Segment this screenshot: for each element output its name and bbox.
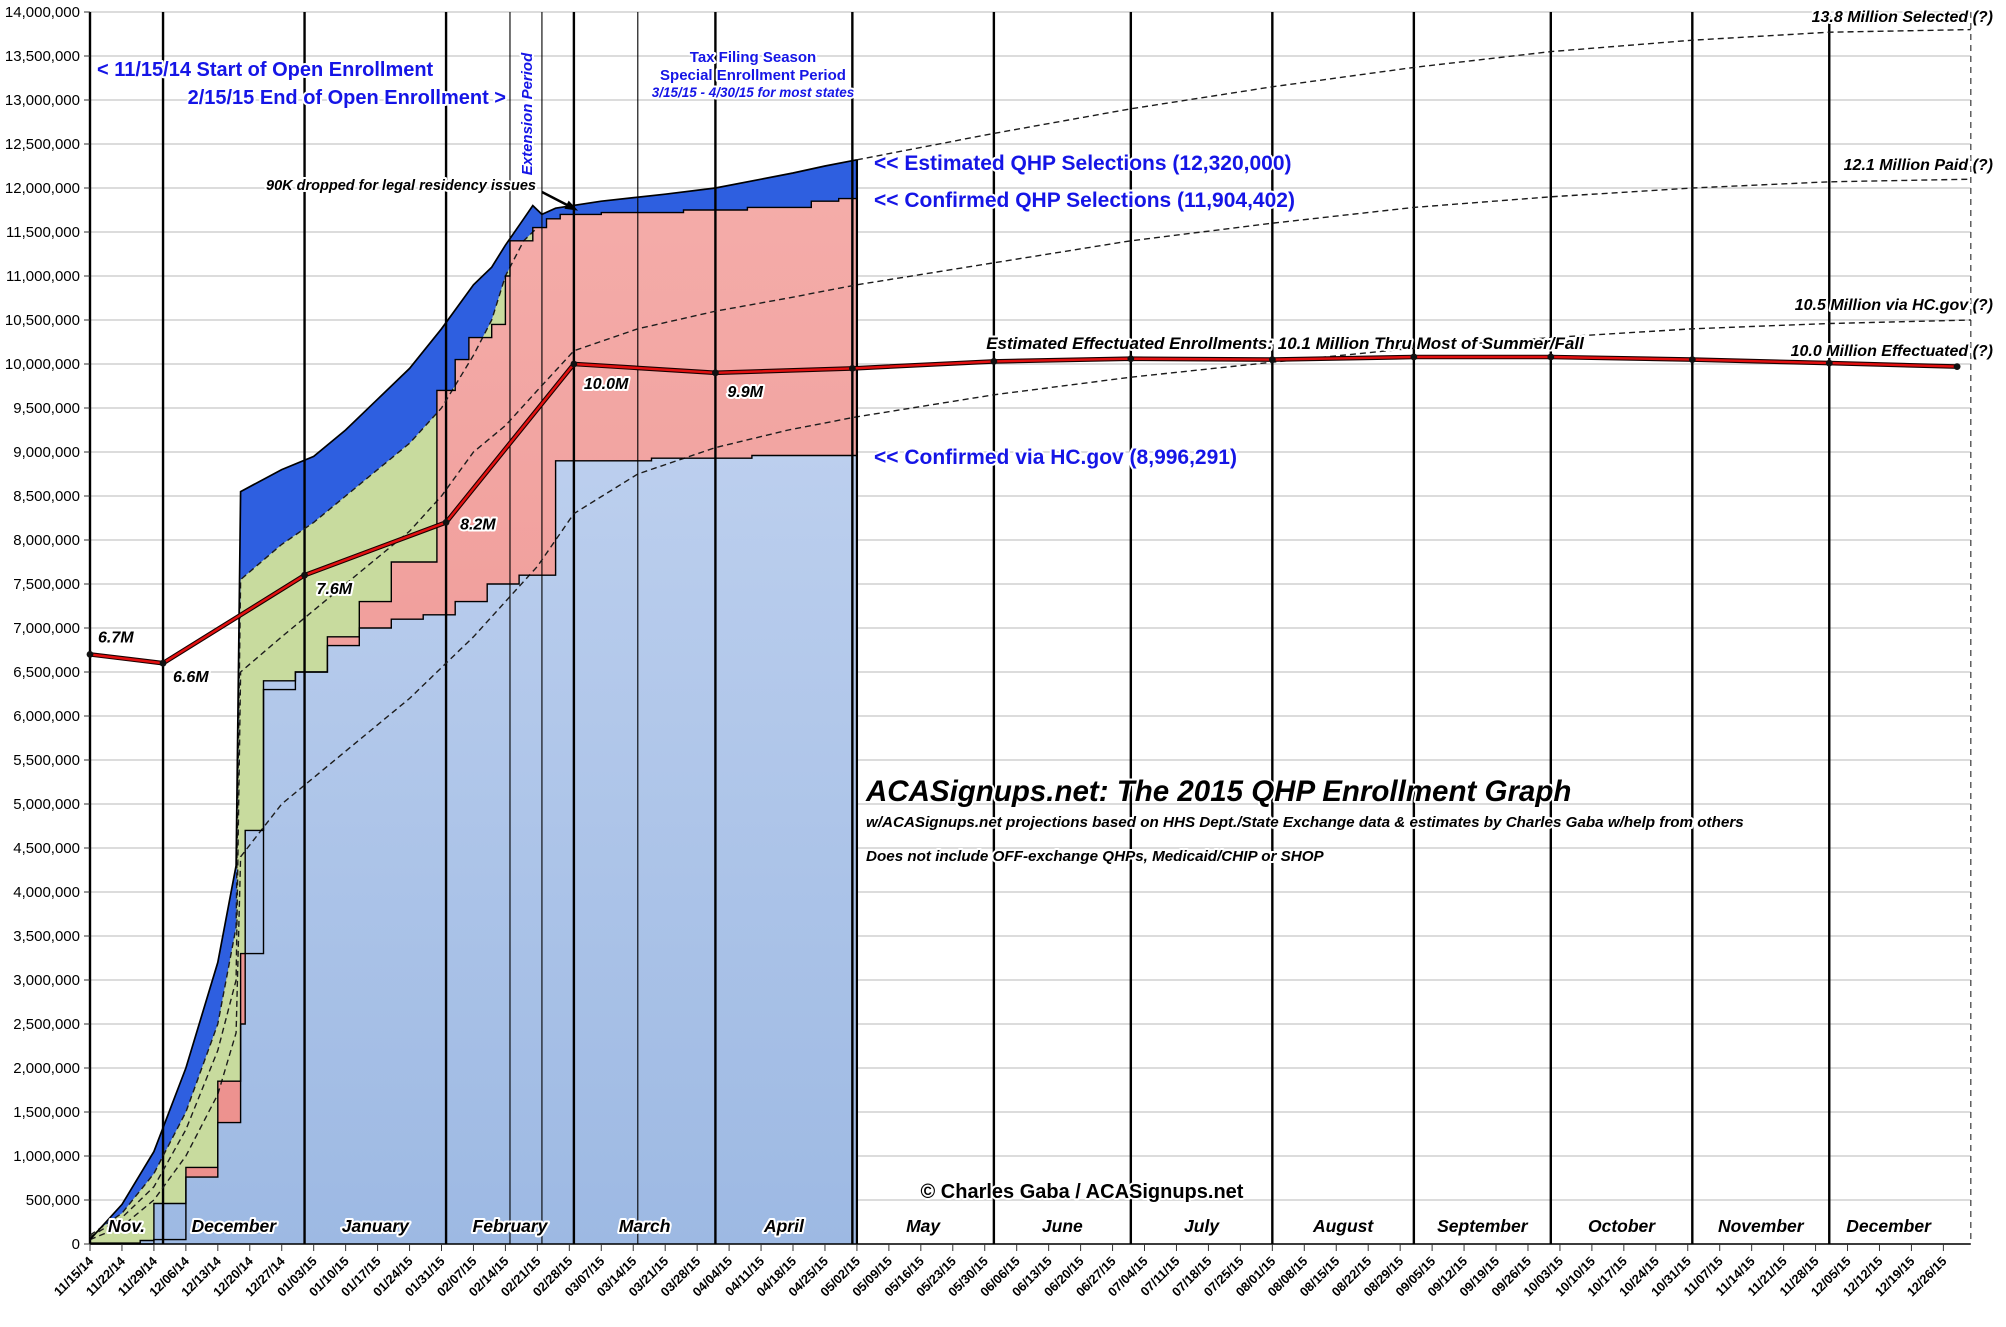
effectuated-line bbox=[86, 353, 1961, 667]
effectuated-callout: Estimated Effectuated Enrollments: 10.1 … bbox=[986, 334, 1585, 353]
effectuated-marker bbox=[1688, 356, 1696, 363]
effectuated-marker bbox=[712, 369, 719, 377]
effectuated-value-label: 10.0M bbox=[584, 376, 629, 393]
y-tick-label: 7,500,000 bbox=[13, 576, 80, 593]
tax-season-line2: Special Enrollment Period bbox=[660, 67, 846, 84]
y-tick-label: 2,500,000 bbox=[13, 1016, 80, 1033]
confirmed-qhp-label: << Confirmed QHP Selections (11,904,402) bbox=[874, 189, 1295, 212]
hcgov-projection-dashed-line bbox=[89, 319, 1971, 1241]
tax-season-line3: 3/15/15 - 4/30/15 for most states bbox=[652, 85, 855, 100]
effectuated-marker bbox=[990, 357, 998, 365]
y-tick-label: 6,000,000 bbox=[13, 708, 80, 725]
copyright: © Charles Gaba / ACASignups.net bbox=[921, 1181, 1244, 1203]
y-tick-label: 8,000,000 bbox=[13, 532, 80, 549]
y-tick-label: 4,000,000 bbox=[13, 884, 80, 901]
chart-subtitle: w/ACASignups.net projections based on HH… bbox=[866, 814, 1744, 831]
y-tick-label: 12,500,000 bbox=[5, 136, 80, 153]
dashed-projection-lines bbox=[89, 28, 1971, 1241]
effectuated-marker bbox=[159, 659, 167, 667]
effectuated-value-label: 6.7M bbox=[98, 629, 134, 646]
y-tick-label: 13,500,000 bbox=[5, 48, 80, 65]
month-label-february: February bbox=[473, 1216, 549, 1236]
month-label-december: December bbox=[191, 1216, 277, 1236]
start-open-enrollment: < 11/15/14 Start of Open Enrollment bbox=[97, 59, 434, 81]
month-label-october: October bbox=[1588, 1216, 1656, 1236]
y-tick-label: 10,000,000 bbox=[5, 356, 80, 373]
month-label-september: September bbox=[1437, 1216, 1529, 1236]
end-open-enrollment: 2/15/15 End of Open Enrollment > bbox=[188, 87, 506, 109]
y-tick-label: 14,000,000 bbox=[5, 4, 80, 21]
unconfirmed-estimate-mid-dashed-line bbox=[89, 227, 538, 1236]
month-label-march: March bbox=[619, 1216, 671, 1236]
chart-note: Does not include OFF-exchange QHPs, Medi… bbox=[866, 848, 1325, 865]
tax-season-line1: Tax Filing Season bbox=[690, 49, 816, 66]
month-label-august: August bbox=[1312, 1216, 1374, 1236]
effectuated-value-label: 8.2M bbox=[460, 516, 496, 533]
y-tick-label: 0 bbox=[72, 1236, 80, 1253]
area-boundary-strokes bbox=[89, 158, 859, 1245]
y-tick-label: 8,500,000 bbox=[13, 488, 80, 505]
confirmed-hcgov-label: << Confirmed via HC.gov (8,996,291) bbox=[874, 446, 1237, 469]
effectuated-value-label: 9.9M bbox=[727, 384, 763, 401]
month-label-december: December bbox=[1846, 1216, 1932, 1236]
y-tick-label: 11,500,000 bbox=[6, 224, 80, 241]
effectuated-value-label: 7.6M bbox=[317, 581, 353, 598]
ninetyk-arrow bbox=[541, 190, 579, 211]
proj-selected-label: 13.8 Million Selected (?) bbox=[1812, 9, 1993, 26]
hcgov-confirmed-area bbox=[90, 452, 857, 1244]
month-label-january: January bbox=[342, 1216, 410, 1236]
month-label-nov: Nov. bbox=[108, 1216, 145, 1236]
y-tick-label: 3,000,000 bbox=[13, 972, 80, 989]
y-tick-label: 1,000,000 bbox=[13, 1148, 80, 1165]
y-tick-label: 1,500,000 bbox=[13, 1104, 80, 1121]
y-tick-label: 3,500,000 bbox=[13, 928, 80, 945]
effectuated-marker bbox=[1825, 359, 1833, 367]
month-label-april: April bbox=[763, 1216, 805, 1236]
effectuated-marker bbox=[1127, 355, 1135, 363]
effectuated-marker bbox=[570, 360, 578, 368]
y-tick-label: 7,000,000 bbox=[13, 620, 80, 637]
month-label-may: May bbox=[906, 1216, 941, 1236]
estimated-qhp-label: << Estimated QHP Selections (12,320,000) bbox=[874, 152, 1292, 175]
month-gridlines bbox=[88, 12, 1972, 1244]
extension-period: Extension Period bbox=[519, 52, 536, 175]
selected-projection-dashed-line bbox=[856, 28, 1971, 161]
month-label-july: July bbox=[1184, 1216, 1220, 1236]
effectuated-marker bbox=[86, 651, 94, 658]
y-tick-label: 10,500,000 bbox=[5, 312, 80, 329]
y-tick-label: 9,500,000 bbox=[13, 400, 80, 417]
effectuated-marker bbox=[442, 519, 450, 526]
ninetyk-dropped: 90K dropped for legal residency issues bbox=[266, 178, 536, 194]
effectuated-value-label: 6.6M bbox=[173, 669, 209, 686]
y-tick-label: 2,000,000 bbox=[13, 1060, 80, 1077]
y-tick-label: 11,000,000 bbox=[6, 268, 80, 285]
y-tick-label: 500,000 bbox=[26, 1192, 80, 1209]
y-tick-label: 6,500,000 bbox=[13, 664, 80, 681]
y-tick-label: 4,500,000 bbox=[13, 840, 80, 857]
effectuated-marker bbox=[1410, 353, 1418, 361]
axes bbox=[84, 11, 1971, 1251]
y-tick-label: 9,000,000 bbox=[13, 444, 80, 461]
y-tick-label: 12,000,000 bbox=[5, 180, 80, 197]
effectuated-marker bbox=[1268, 356, 1276, 363]
y-tick-label: 5,000,000 bbox=[13, 796, 80, 813]
proj-paid-label: 12.1 Million Paid (?) bbox=[1844, 157, 1993, 174]
y-tick-label: 13,000,000 bbox=[5, 92, 80, 109]
effectuated-marker bbox=[301, 571, 308, 579]
month-label-june: June bbox=[1042, 1216, 1083, 1236]
paid-projection-dashed-line bbox=[89, 178, 1971, 1238]
chart-title: ACASignups.net: The 2015 QHP Enrollment … bbox=[865, 775, 1571, 808]
effectuated-marker bbox=[1953, 363, 1961, 371]
proj-hcgov-label: 10.5 Million via HC.gov (?) bbox=[1795, 297, 1993, 314]
effectuated-marker bbox=[1547, 353, 1555, 361]
month-label-november: November bbox=[1718, 1216, 1805, 1236]
proj-effectuated-label: 10.0 Million Effectuated (?) bbox=[1791, 343, 1993, 360]
y-tick-label: 5,500,000 bbox=[13, 752, 80, 769]
effectuated-marker bbox=[848, 365, 856, 372]
